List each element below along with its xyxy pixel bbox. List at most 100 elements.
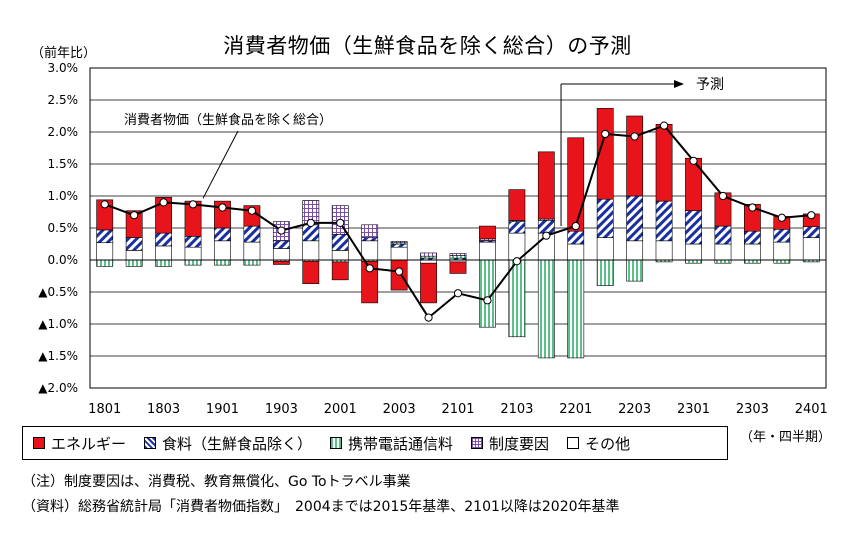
line-point xyxy=(718,191,728,201)
bar-segment xyxy=(567,243,585,261)
footnote-note: （注）制度要因は、消費税、教育無償化、Go Toトラベル事業 xyxy=(22,474,411,490)
y-tick-label: 1.5% xyxy=(48,157,79,171)
bar-segment xyxy=(302,260,320,284)
legend-item-energy: エネルギー xyxy=(33,433,126,454)
forecast-label: 予測 xyxy=(696,77,724,93)
line-point xyxy=(689,156,698,165)
x-tick-label: 1803 xyxy=(147,402,180,417)
y-tick-label: 2.0% xyxy=(48,125,79,139)
bar-segment xyxy=(302,240,320,261)
bar-segment xyxy=(214,240,231,261)
bar-segment xyxy=(479,225,496,240)
bar-segment xyxy=(626,195,644,242)
line-point xyxy=(542,231,551,240)
bar-segment xyxy=(655,240,673,261)
bar-segment xyxy=(744,243,761,261)
bar-segment xyxy=(155,245,172,261)
bar-segment xyxy=(214,259,231,266)
bar-segment xyxy=(714,225,732,245)
y-tick-label: ▲1.0% xyxy=(38,317,78,331)
x-tick-label: 1901 xyxy=(206,402,239,417)
line-point xyxy=(218,203,227,212)
bar-segment xyxy=(420,252,437,257)
legend-label-mobile: 携帯電話通信料 xyxy=(348,434,454,453)
legend-swatch-policy xyxy=(471,437,484,449)
annotation-leader-line xyxy=(202,130,239,199)
legend-label-food: 食料（生鮮食品除く） xyxy=(162,434,313,453)
x-tick-label: 1903 xyxy=(265,402,298,417)
annotation-line-label: 消費者物価（生鮮食品を除く総合） xyxy=(124,112,332,128)
bar-segment xyxy=(449,253,467,256)
bar-segment xyxy=(420,262,437,304)
bar-segment xyxy=(96,199,114,231)
bar-segment xyxy=(537,151,555,220)
bar-segment xyxy=(596,237,614,261)
x-tick-label: 2401 xyxy=(795,402,828,417)
bar-segment xyxy=(508,221,526,234)
legend-swatch-energy xyxy=(33,437,45,449)
line-point xyxy=(748,203,757,212)
line-point xyxy=(453,289,463,298)
bar-segment xyxy=(155,232,172,247)
bar-segment xyxy=(626,240,644,261)
legend-swatch-other xyxy=(567,437,580,449)
bar-segment xyxy=(125,250,143,261)
bar-segment xyxy=(390,246,408,261)
bar-segment xyxy=(361,240,379,261)
line-point xyxy=(601,129,610,139)
legend-swatch-mobile xyxy=(330,437,343,449)
bar-segment xyxy=(331,234,349,251)
bar-segment xyxy=(596,259,614,286)
legend-item-other: その他 xyxy=(567,433,630,454)
bar-segment xyxy=(361,224,379,238)
bar-segment xyxy=(125,237,143,251)
bar-segment xyxy=(685,210,702,245)
bar-segment xyxy=(567,230,585,245)
bar-segment xyxy=(596,198,614,238)
bar-segment xyxy=(302,224,320,242)
x-tick-label: 2101 xyxy=(441,402,474,417)
bar-segment xyxy=(537,220,555,234)
bar-segment xyxy=(596,108,614,200)
bar-segment xyxy=(773,228,791,243)
bar-segment xyxy=(449,255,467,259)
bar-segment xyxy=(390,243,408,248)
bar-segment xyxy=(626,259,644,282)
x-tick-label: 2003 xyxy=(383,402,416,417)
bar-segment xyxy=(184,259,202,266)
bar-segment xyxy=(96,242,114,261)
bar-segment xyxy=(214,227,231,242)
bar-segment xyxy=(331,250,349,261)
legend: エネルギー 食料（生鮮食品除く） 携帯電話通信料 制度要因 その他 xyxy=(22,426,728,460)
legend-label-policy: 制度要因 xyxy=(489,434,550,453)
bar-segment xyxy=(655,124,673,202)
bar-segment xyxy=(626,115,644,197)
line-point xyxy=(807,211,816,220)
bar-segment xyxy=(243,259,261,266)
x-tick-label: 2001 xyxy=(324,402,357,417)
bar-segment xyxy=(449,261,467,274)
line-point xyxy=(630,132,639,141)
bar-segment xyxy=(125,259,143,267)
y-tick-label: ▲0.5% xyxy=(38,285,78,299)
line-point xyxy=(247,206,257,215)
bar-segment xyxy=(479,241,496,261)
line-point xyxy=(277,226,286,235)
line-point xyxy=(336,218,345,227)
line-point xyxy=(483,296,492,305)
line-point xyxy=(306,218,315,227)
bar-segment xyxy=(331,261,349,281)
bar-segment xyxy=(685,243,702,261)
bar-segment xyxy=(272,248,290,261)
y-tick-label: 1.0% xyxy=(48,189,79,203)
bar-segment xyxy=(184,236,202,248)
bar-segment xyxy=(655,200,673,242)
bar-segment xyxy=(96,259,114,267)
bar-segment xyxy=(773,241,791,261)
line-point xyxy=(777,213,786,222)
line-point xyxy=(365,264,374,273)
x-tick-label: 2201 xyxy=(559,402,592,417)
legend-swatch-food xyxy=(144,437,157,449)
line-point xyxy=(100,200,109,209)
bar-segment xyxy=(272,260,290,265)
